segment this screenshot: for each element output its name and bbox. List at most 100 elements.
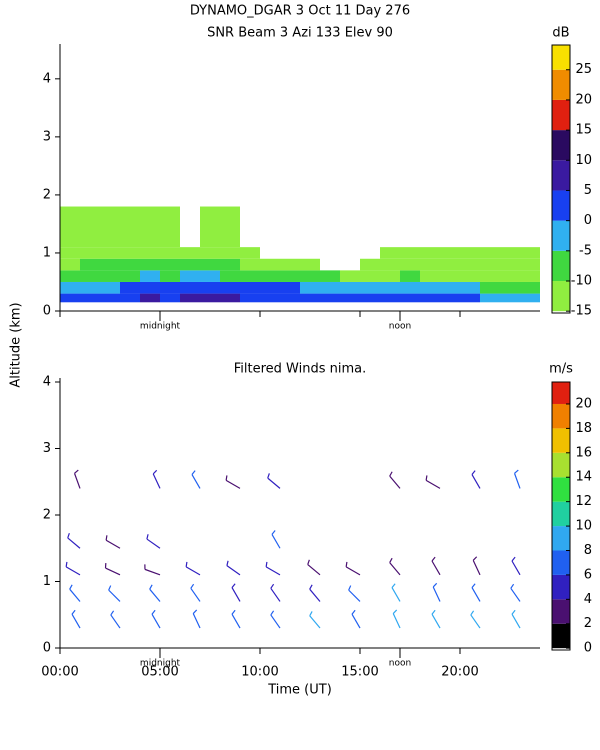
wind-barb <box>144 564 161 576</box>
heat-cell <box>140 247 160 259</box>
barb-shaft <box>351 613 361 629</box>
wind-barb <box>309 584 321 602</box>
wind-barb <box>270 583 281 602</box>
heat-cell <box>240 270 260 282</box>
barb-shaft <box>309 615 321 629</box>
colorbar-band <box>552 550 570 575</box>
barb-shaft <box>149 588 161 602</box>
barb-shaft <box>152 473 161 489</box>
wind-barb <box>190 583 201 602</box>
heat-cell <box>220 258 240 271</box>
heat-cell <box>140 270 160 282</box>
barb-shaft <box>271 534 281 549</box>
barb-flag <box>191 470 196 475</box>
x-tick-label: 10:00 <box>241 665 278 680</box>
colorbar-band <box>552 99 570 131</box>
barb-shaft <box>348 589 361 602</box>
wind-barb <box>513 469 521 489</box>
heat-cell <box>180 270 200 282</box>
colorbar-tick-label: 12 <box>575 494 592 509</box>
barb-flag <box>74 469 79 474</box>
heat-cell <box>360 258 380 271</box>
colorbar-tick-label: 4 <box>584 592 592 607</box>
colorbar-band <box>552 281 570 312</box>
x-tick-label: 05:00 <box>141 665 178 680</box>
heat-cell <box>60 270 80 282</box>
colorbar-band <box>552 69 570 100</box>
barb-flag <box>389 557 393 563</box>
heat-cell <box>460 293 480 303</box>
heat-cell <box>320 281 340 294</box>
heat-cell <box>400 247 420 259</box>
heat-cell <box>140 206 160 248</box>
heat-cell <box>60 258 80 271</box>
barb-shaft <box>270 587 281 602</box>
barb-shaft <box>391 587 401 602</box>
colorbar-band <box>552 526 570 551</box>
heat-cell <box>300 293 320 303</box>
wind-barb <box>65 561 81 576</box>
heat-cell <box>260 258 280 271</box>
colorbar-band <box>552 428 570 453</box>
heat-cell <box>220 206 240 248</box>
wind-barb <box>265 561 281 576</box>
heat-cell <box>140 293 160 303</box>
wind-barb <box>431 609 441 629</box>
colorbar-band <box>552 403 570 429</box>
heat-cell <box>500 270 520 282</box>
wind-barb <box>67 533 81 549</box>
annotation: midnight <box>140 322 181 332</box>
wind-barb <box>392 609 401 629</box>
heat-cell <box>180 293 200 303</box>
barb-shaft <box>190 587 201 602</box>
wind-barb <box>231 583 241 602</box>
colorbar-frame <box>551 44 571 314</box>
wind-barb <box>470 610 481 629</box>
heat-cell <box>120 270 140 282</box>
wind-barb <box>471 470 481 489</box>
x-tick-label: 15:00 <box>341 665 378 680</box>
heat-cell <box>440 247 460 259</box>
colorbar-band <box>552 477 570 502</box>
heat-cell <box>340 293 360 303</box>
barb-flag <box>267 473 270 479</box>
y-tick-label: 4 <box>43 374 51 389</box>
wind-barb <box>511 609 521 629</box>
y-tick-label: 0 <box>43 304 51 319</box>
barb-shaft <box>146 538 161 549</box>
barb-shaft <box>431 613 441 629</box>
barb-flag <box>309 584 313 590</box>
wind-barb <box>110 610 121 629</box>
heat-cell <box>160 206 180 248</box>
wind-barb <box>345 561 361 576</box>
heat-cell <box>400 293 420 303</box>
barb-flag <box>348 585 352 591</box>
heat-cell <box>460 281 480 294</box>
heat-cell <box>100 258 120 271</box>
heat-cell <box>480 247 500 259</box>
heat-cell <box>120 281 140 294</box>
barb-flag <box>152 469 158 475</box>
heat-cell <box>280 270 300 282</box>
heat-cell <box>500 293 520 303</box>
heat-cell <box>280 258 300 271</box>
heat-cell <box>180 247 200 259</box>
heat-cell <box>420 270 440 282</box>
heat-cell <box>80 206 100 248</box>
wind-barb <box>192 609 201 629</box>
colorbar-band <box>552 130 570 161</box>
wind-barb <box>510 583 521 602</box>
barb-shaft <box>470 614 481 629</box>
wind-barb <box>225 475 241 489</box>
heat-cell <box>200 270 220 282</box>
colorbar-tick-label: -5 <box>579 243 592 258</box>
colorbar-tick-label: 20 <box>575 92 592 107</box>
heat-cell <box>520 270 540 282</box>
wind-barb <box>71 609 81 629</box>
wind-barb <box>267 473 281 489</box>
wind-barb <box>73 469 81 489</box>
barb-flag <box>511 556 516 562</box>
heat-cell <box>80 258 100 271</box>
heat-cell <box>100 281 120 294</box>
wind-barb <box>108 585 121 602</box>
